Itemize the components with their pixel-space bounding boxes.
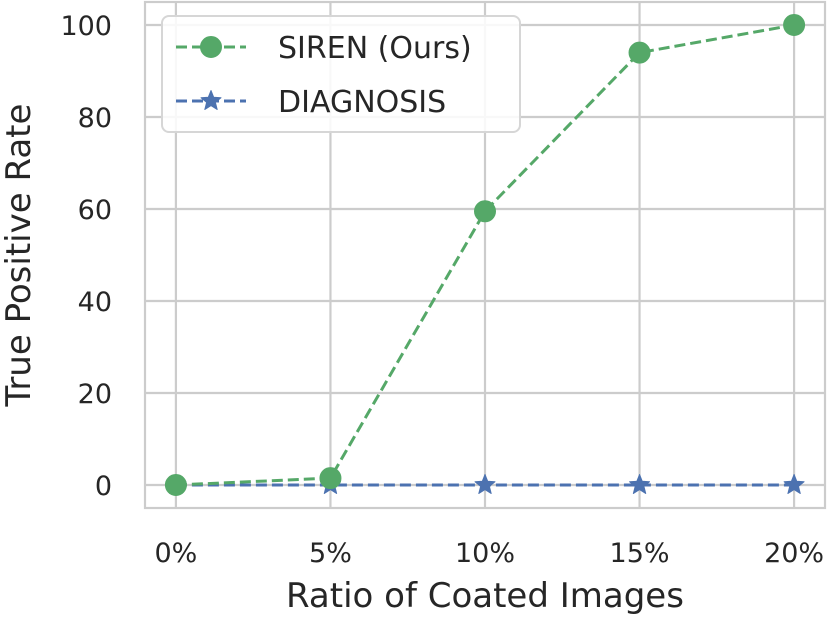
series-lines bbox=[164, 14, 806, 496]
data-point bbox=[628, 41, 651, 64]
y-tick-label: 60 bbox=[78, 195, 112, 226]
data-point bbox=[629, 474, 651, 494]
y-axis-title: True Positive Rate bbox=[0, 104, 39, 408]
x-tick-label: 0% bbox=[154, 538, 197, 569]
series-line bbox=[175, 23, 795, 487]
y-tick-label: 20 bbox=[78, 379, 112, 410]
data-point bbox=[783, 474, 805, 494]
x-tick-label: 10% bbox=[455, 538, 515, 569]
legend-label: DIAGNOSIS bbox=[278, 85, 446, 120]
y-tick-label: 80 bbox=[78, 103, 112, 134]
data-point bbox=[319, 467, 342, 490]
plot-border bbox=[143, 0, 827, 510]
legend-item: SIREN (Ours) bbox=[176, 31, 472, 66]
x-tick-label: 20% bbox=[764, 538, 824, 569]
data-point bbox=[474, 474, 496, 494]
legend-label: SIREN (Ours) bbox=[278, 31, 472, 66]
series-siren-ours bbox=[164, 14, 806, 496]
data-point bbox=[783, 14, 806, 36]
legend: SIREN (Ours) DIAGNOSIS bbox=[161, 15, 521, 133]
x-tick-label: 5% bbox=[309, 538, 352, 569]
data-point bbox=[164, 474, 187, 496]
data-point bbox=[474, 200, 496, 223]
legend-marker bbox=[200, 90, 222, 110]
legend-box bbox=[161, 15, 521, 133]
y-tick-label: 40 bbox=[78, 287, 112, 318]
tick-labels: 0% 5% 10% 15% 20% 0 20 40 60 80 100 bbox=[60, 11, 824, 569]
legend-marker bbox=[200, 36, 222, 58]
y-tick-label: 100 bbox=[60, 11, 112, 42]
x-tick-label: 15% bbox=[610, 538, 670, 569]
y-tick-label: 0 bbox=[95, 471, 112, 502]
legend-item: DIAGNOSIS bbox=[176, 85, 446, 120]
x-axis-title: Ratio of Coated Images bbox=[286, 576, 684, 616]
plot-frame bbox=[143, 0, 827, 510]
